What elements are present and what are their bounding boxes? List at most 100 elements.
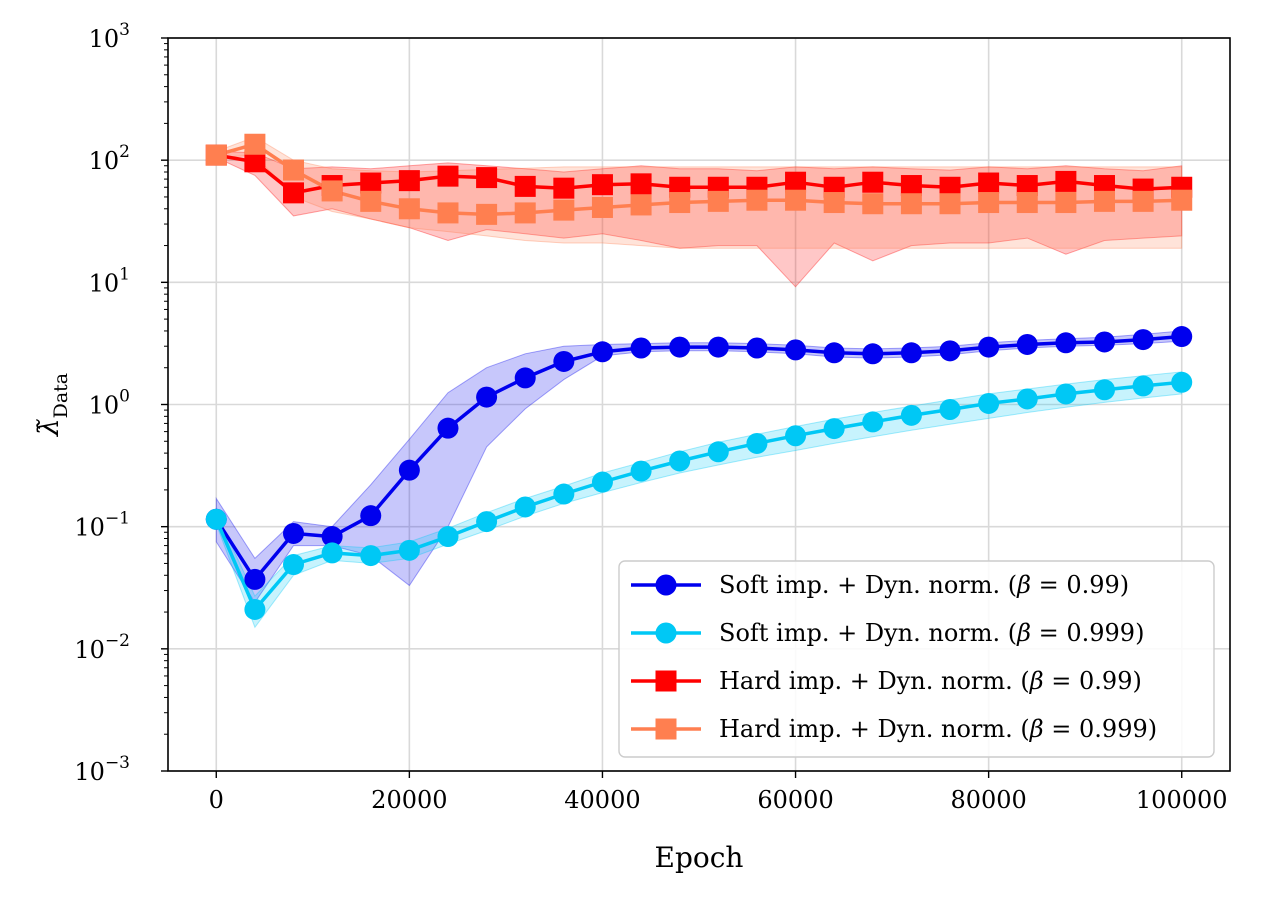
x-axis-label: Epoch <box>655 841 744 874</box>
data-point <box>553 350 575 372</box>
data-point <box>1016 388 1038 410</box>
x-axis-ticks: 0 20000 40000 60000 80000 100000 <box>209 771 1228 814</box>
data-point <box>360 505 382 527</box>
data-point <box>591 471 613 493</box>
data-point <box>1093 331 1115 353</box>
data-point <box>476 386 498 408</box>
data-point <box>862 193 884 215</box>
data-point <box>823 418 845 440</box>
y-axis-label-text: λ̃Data <box>32 373 72 437</box>
data-point <box>746 189 768 211</box>
legend-entry: Soft imp. + Dyn. norm. (β = 0.99) <box>631 571 1129 599</box>
data-point <box>437 165 459 187</box>
legend-marker <box>655 574 677 596</box>
data-point <box>476 511 498 533</box>
data-point <box>591 196 613 218</box>
data-point <box>707 336 729 358</box>
legend: Soft imp. + Dyn. norm. (β = 0.99) Soft im… <box>618 560 1215 758</box>
x-tick-label: 0 <box>209 786 224 814</box>
data-point <box>437 526 459 548</box>
data-point <box>321 180 343 202</box>
series-band <box>215 371 1183 629</box>
data-point <box>1016 333 1038 355</box>
legend-entry: Hard imp. + Dyn. norm. (β = 0.999) <box>631 715 1157 743</box>
x-tick-label: 60000 <box>757 786 833 814</box>
data-point <box>360 190 382 212</box>
data-point <box>978 192 1000 214</box>
x-tick-label: 80000 <box>950 786 1026 814</box>
x-tick-label: 20000 <box>371 786 447 814</box>
legend-marker <box>655 718 677 740</box>
data-point <box>1016 175 1038 197</box>
data-point <box>862 411 884 433</box>
y-tick-label: 103 <box>89 20 130 53</box>
y-axis-label: λ̃Data <box>32 373 72 437</box>
data-point <box>398 198 420 220</box>
data-point <box>978 172 1000 194</box>
data-point <box>785 339 807 361</box>
data-point <box>1055 192 1077 214</box>
y-tick-label: 10−3 <box>74 753 130 786</box>
legend-label: Hard imp. + Dyn. norm. (β = 0.99) <box>719 667 1142 695</box>
data-point <box>360 172 382 194</box>
data-point <box>939 193 961 215</box>
data-point <box>1016 192 1038 214</box>
data-point <box>514 496 536 518</box>
data-point <box>398 459 420 481</box>
data-point <box>283 159 305 181</box>
data-point <box>283 554 305 576</box>
x-tick-label: 40000 <box>564 786 640 814</box>
y-tick-label: 10−2 <box>74 631 130 664</box>
data-point <box>321 526 343 548</box>
data-point <box>1093 190 1115 212</box>
data-point <box>900 193 922 215</box>
data-point <box>553 177 575 199</box>
data-point <box>437 202 459 224</box>
data-point <box>1055 332 1077 354</box>
data-point <box>244 151 266 173</box>
data-point <box>1171 326 1193 348</box>
data-point <box>1093 175 1115 197</box>
data-point <box>1055 170 1077 192</box>
data-point <box>244 568 266 590</box>
x-tick-label: 100000 <box>1136 786 1228 814</box>
data-point <box>244 598 266 620</box>
data-point <box>823 192 845 214</box>
data-point <box>283 522 305 544</box>
legend-entry: Hard imp. + Dyn. norm. (β = 0.99) <box>631 667 1142 695</box>
series-markers <box>205 133 1193 620</box>
data-point <box>707 441 729 463</box>
data-point <box>476 167 498 189</box>
data-point <box>591 174 613 196</box>
data-point <box>630 337 652 359</box>
data-point <box>1171 371 1193 393</box>
data-point <box>900 342 922 364</box>
data-point <box>1055 383 1077 405</box>
y-tick-label: 100 <box>89 387 130 420</box>
data-point <box>707 190 729 212</box>
data-point <box>1093 379 1115 401</box>
data-point <box>205 508 227 530</box>
data-point <box>514 202 536 224</box>
legend-marker <box>655 670 677 692</box>
data-point <box>939 340 961 362</box>
y-tick-label: 102 <box>89 142 130 175</box>
data-point <box>669 336 691 358</box>
data-point <box>514 175 536 197</box>
data-point <box>746 432 768 454</box>
data-point <box>669 192 691 214</box>
data-point <box>785 171 807 193</box>
data-point <box>900 175 922 197</box>
legend-box <box>618 560 1215 758</box>
data-point <box>630 173 652 195</box>
legend-label: Hard imp. + Dyn. norm. (β = 0.999) <box>719 715 1157 743</box>
data-point <box>1132 190 1154 212</box>
data-point <box>553 199 575 221</box>
data-point <box>1132 329 1154 351</box>
data-point <box>553 483 575 505</box>
data-point <box>398 170 420 192</box>
y-tick-label: 101 <box>89 264 130 297</box>
data-point <box>630 460 652 482</box>
